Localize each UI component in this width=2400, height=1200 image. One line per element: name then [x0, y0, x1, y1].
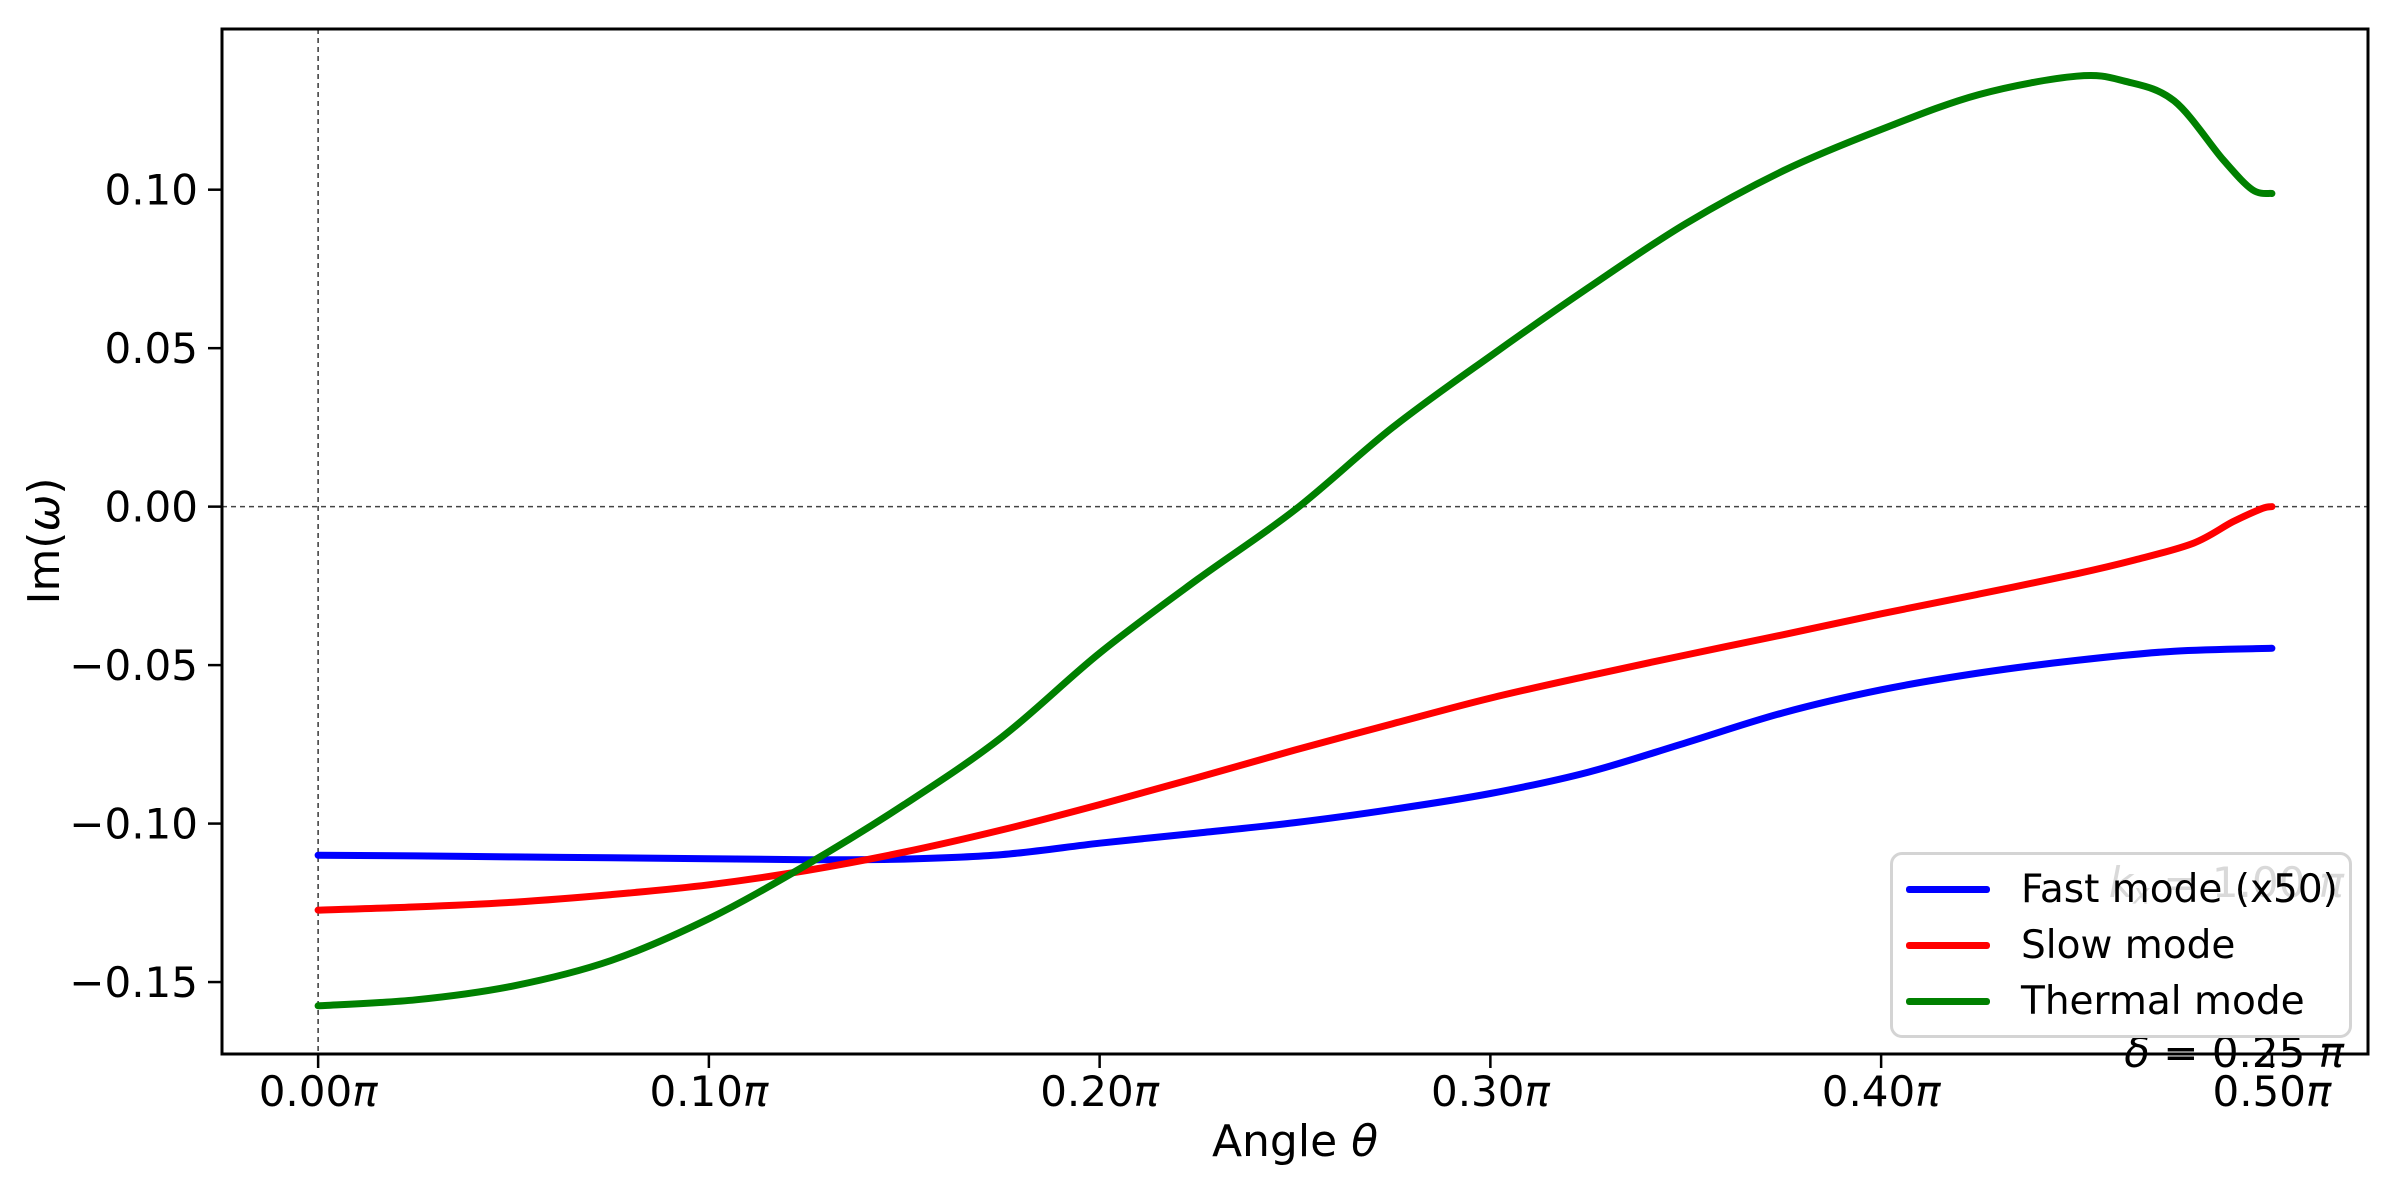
y-tick-label: −0.05 [69, 641, 198, 690]
y-tick-label: 0.10 [104, 166, 198, 215]
y-tick-label: −0.15 [69, 958, 198, 1007]
x-tick-label: 0.20π [1040, 1067, 1160, 1116]
x-tick-label: 0.50π [2212, 1067, 2332, 1116]
legend-label-fast-mode-x50: Fast mode (x50) [2021, 866, 2338, 912]
y-tick-label: 0.00 [104, 483, 198, 532]
x-tick-label: 0.30π [1431, 1067, 1551, 1116]
y-tick-label: −0.10 [69, 800, 198, 849]
legend-item-slow-mode: Slow mode [1893, 917, 2349, 973]
legend-label-thermal-mode: Thermal mode [2021, 978, 2305, 1024]
omega-symbol: ω [19, 494, 70, 532]
legend-swatch-fast-mode-x50 [1906, 885, 1990, 893]
y-tick-label: 0.05 [104, 324, 198, 373]
axes-spines [220, 27, 2370, 1056]
legend-swatch-thermal-mode [1906, 997, 1990, 1005]
theta-symbol: θ [1351, 1116, 1379, 1167]
curve-slow-mode [314, 503, 2276, 914]
y-axis-title-prefix: Im( [19, 531, 70, 605]
legend-swatch-slow-mode [1906, 941, 1990, 949]
x-axis-title-text: Angle [1211, 1116, 1352, 1167]
curve-fast-mode-x50 [314, 644, 2276, 864]
x-tick-label: 0.00π [259, 1067, 379, 1116]
legend-item-fast-mode-x50: Fast mode (x50) [1893, 861, 2349, 917]
x-tick-label: 0.10π [649, 1067, 769, 1116]
y-axis-title: Im(ω) [19, 391, 70, 691]
legend-item-thermal-mode: Thermal mode [1893, 973, 2349, 1029]
x-tick-label: 0.40π [1822, 1067, 1942, 1116]
x-axis-title: Angle θ [995, 1116, 1595, 1167]
y-axis-title-suffix: ) [19, 477, 70, 495]
legend: Fast mode (x50) Slow mode Thermal mode [1890, 852, 2352, 1038]
curve-thermal-mode [314, 71, 2276, 1010]
legend-label-slow-mode: Slow mode [2021, 922, 2236, 968]
